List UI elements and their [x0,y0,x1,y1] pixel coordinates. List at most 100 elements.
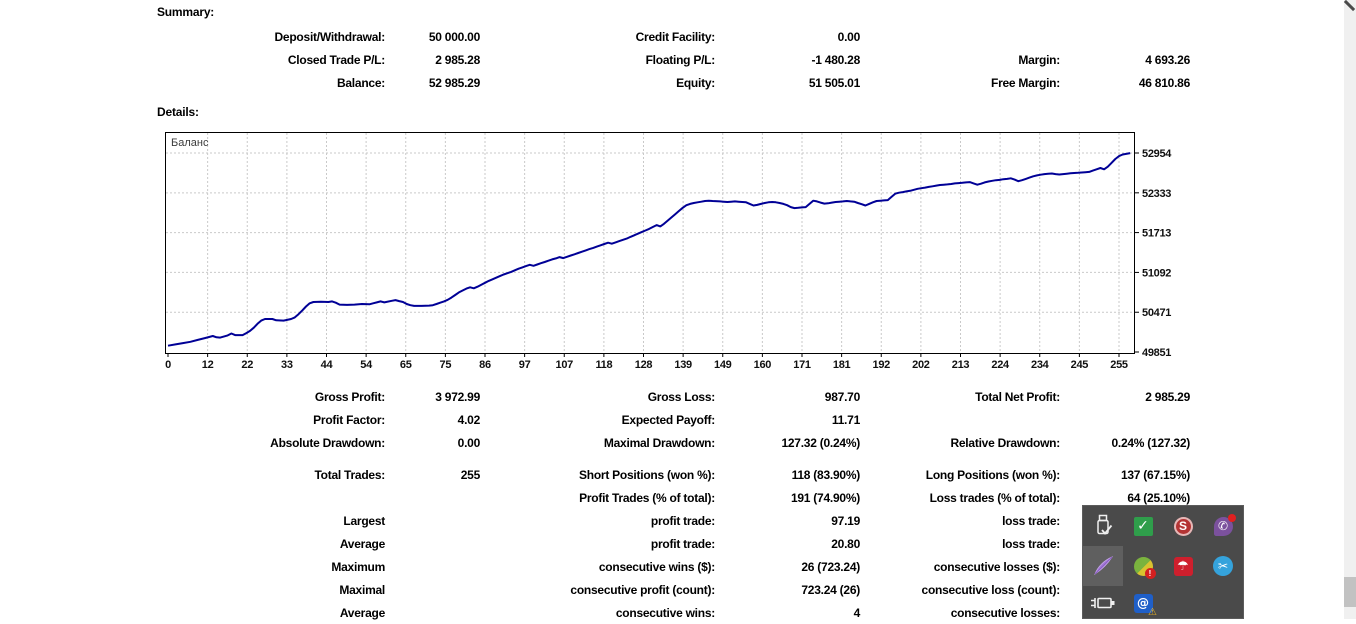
usb-device-icon[interactable] [1083,506,1123,546]
svg-text:22: 22 [241,359,253,371]
svg-text:75: 75 [440,359,452,371]
stat-value: 20.80 [831,536,860,551]
stat-label: Relative Drawdown: [950,435,1060,450]
svg-text:44: 44 [321,359,334,371]
stat-label: profit trade: [650,536,715,551]
table-row: Maximal consecutive profit (count): 723.… [165,578,1190,601]
balance-chart-canvas: 0 12 22 33 44 54 65 75 86 97 107 118 128 139 149 160 171… [165,132,1173,371]
table-row: Profit Trades (% of total): 191 (74.90%)… [165,486,1190,509]
table-row: Closed Trade P/L: 2 985.28 Floating P/L:… [165,48,1190,71]
stat-label: consecutive profit (count): [570,582,715,597]
stat-label: Loss trades (% of total): [929,490,1061,505]
table-row: Largest profit trade: 97.19 loss trade: [165,509,1190,532]
stat-label: consecutive losses ($): [933,559,1061,574]
stat-value: 2 985.29 [1145,389,1190,404]
table-row: Gross Profit: 3 972.99 Gross Loss: 987.7… [165,385,1190,408]
stat-label: Floating P/L: [645,52,716,67]
table-row: Average profit trade: 20.80 loss trade: [165,532,1190,555]
stat-label: Maximum [331,559,385,574]
stat-value: 0.24% (127.32) [1111,435,1190,450]
exclamation-badge: ! [1144,567,1156,579]
svg-text:245: 245 [1071,359,1089,371]
feather-icon[interactable] [1083,546,1123,586]
stat-label: Absolute Drawdown: [270,435,385,450]
system-tray-popup: ✓ S ✆ ! ☂ ✂ @ ⚠ [1082,505,1244,619]
svg-text:52954: 52954 [1142,148,1172,160]
stat-label: Long Positions (won %): [925,467,1060,482]
stat-label: Average [339,536,385,551]
power-battery-icon[interactable] [1083,586,1123,620]
chart-series-label: Баланс [171,137,209,149]
svg-text:107: 107 [556,359,574,371]
stat-value: 0.00 [457,435,481,450]
svg-text:192: 192 [873,359,891,371]
stat-value: 64 (25.10%) [1127,490,1190,505]
stat-label: Gross Loss: [647,389,716,404]
statistics-table: Gross Profit: 3 972.99 Gross Loss: 987.7… [165,385,1190,624]
stat-label: Maximal Drawdown: [603,435,715,450]
svg-text:234: 234 [1031,359,1050,371]
green-check-icon[interactable]: ✓ [1123,506,1163,546]
svg-text:54: 54 [360,359,373,371]
avira-umbrella-icon[interactable]: ☂ [1163,546,1203,586]
table-row: Profit Factor: 4.02 Expected Payoff: 11.… [165,408,1190,431]
svg-text:97: 97 [519,359,531,371]
svg-text:118: 118 [595,359,612,371]
scrollbar-thumb[interactable] [1344,577,1356,607]
usb-device-glyph [1097,514,1113,535]
stat-value: 4 [853,605,861,620]
stat-value: 46 810.86 [1138,75,1190,90]
table-row: Deposit/Withdrawal: 50 000.00 Credit Fac… [165,25,1190,48]
svg-text:149: 149 [714,359,732,371]
stat-value: 2 985.28 [435,52,480,67]
svg-text:224: 224 [991,359,1010,371]
stat-value: 987.70 [824,389,860,404]
feather-glyph [1094,556,1114,576]
stat-label: Total Trades: [314,467,385,482]
stat-value: 11.71 [831,412,860,427]
svg-text:139: 139 [674,359,692,371]
stat-value: 26 (723.24) [801,559,860,574]
stat-value: -1 480.28 [811,52,861,67]
stat-label: consecutive losses: [950,605,1061,620]
stat-label: Balance: [336,75,385,90]
summary-table: Deposit/Withdrawal: 50 000.00 Credit Fac… [165,25,1191,94]
stat-value: 97.19 [831,513,860,528]
svg-text:12: 12 [202,359,214,371]
table-row: Total Trades: 255 Short Positions (won %… [165,463,1190,486]
viber-icon[interactable]: ✆ [1203,506,1243,546]
stat-value: 127.32 (0.24%) [781,435,860,450]
stat-label: profit trade: [650,513,715,528]
stat-label: Expected Payoff: [621,412,716,427]
stat-label: Largest [343,513,385,528]
svg-text:33: 33 [281,359,293,371]
stat-label: Maximal [339,582,385,597]
svg-text:160: 160 [754,359,772,371]
s-badge-icon[interactable]: S [1163,506,1203,546]
svg-text:65: 65 [400,359,412,371]
notification-dot [1227,513,1236,522]
details-section-title: Details: [157,105,199,119]
svg-text:51092: 51092 [1142,267,1171,279]
stat-value: 3 972.99 [435,389,480,404]
table-row: Absolute Drawdown: 0.00 Maximal Drawdown… [165,431,1190,454]
svg-text:50471: 50471 [1142,307,1171,319]
email-warning-icon[interactable]: @ ⚠ [1123,586,1163,620]
stat-label: consecutive wins ($): [598,559,715,574]
stat-label: Closed Trade P/L: [287,52,385,67]
svg-text:51713: 51713 [1142,228,1171,240]
scrollbar-track[interactable] [1344,0,1356,619]
stat-label: Profit Trades (% of total): [579,490,715,505]
alert-circle-icon[interactable]: ! [1123,546,1163,586]
stat-label: Free Margin: [990,75,1060,90]
stat-label: Profit Factor: [313,412,385,427]
balance-chart: 0 12 22 33 44 54 65 75 86 97 107 118 128 139 149 160 171… [165,132,1205,382]
svg-text:181: 181 [833,359,851,371]
table-row: Maximum consecutive wins ($): 26 (723.24… [165,555,1190,578]
blue-x-icon[interactable]: ✂ [1203,546,1243,586]
warning-triangle-icon: ⚠ [1148,607,1157,618]
stat-label: Margin: [1018,52,1060,67]
table-row: Average consecutive wins: 4 consecutive … [165,601,1190,624]
svg-text:52333: 52333 [1142,188,1171,200]
table-row: Balance: 52 985.29 Equity: 51 505.01 Fre… [165,71,1190,94]
